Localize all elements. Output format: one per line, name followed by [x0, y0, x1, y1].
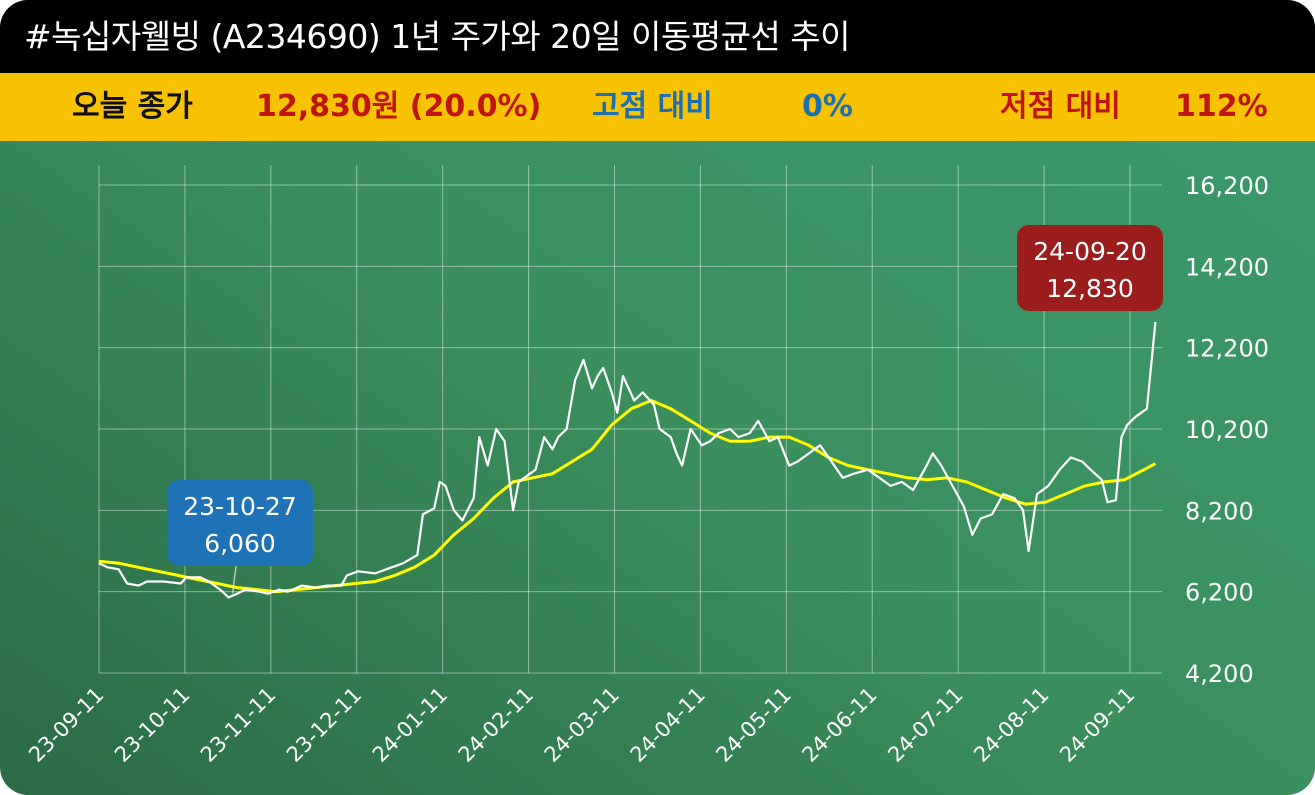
price-line [98, 321, 1157, 599]
x-tick-label: 24-07-11 [883, 683, 967, 767]
x-axis-ticks: 23-09-11 23-10-11 23-11-11 23-12-11 24-01-11… [24, 683, 1139, 767]
high-callout-value: 12,830 [1046, 274, 1133, 303]
x-tick-label: 24-06-11 [797, 683, 881, 767]
x-tick-label: 23-12-11 [282, 683, 366, 767]
high-callout-box [1017, 225, 1163, 311]
high-label: 고점 대비 [592, 89, 713, 124]
callouts: 23-10-27 6,060 24-09-20 12,830 [167, 225, 1163, 594]
grid [98, 165, 1162, 674]
x-tick-label: 24-03-11 [540, 683, 624, 767]
high-callout-date: 24-09-20 [1033, 237, 1146, 266]
low-callout-value: 6,060 [204, 529, 276, 558]
price-chart: 16,20014,20012,20010,2008,2006,2004,200 … [24, 165, 1269, 767]
high-value: 0% [802, 89, 853, 124]
low-label: 저점 대비 [1000, 89, 1121, 124]
low-callout-date: 23-10-27 [183, 492, 296, 521]
close-label: 오늘 종가 [72, 89, 193, 124]
y-tick-label: 4,200 [1185, 660, 1254, 688]
y-tick-label: 6,200 [1185, 579, 1254, 607]
chart-title: #녹십자웰빙 (A234690) 1년 주가와 20일 이동평균선 추이 [0, 0, 1315, 73]
y-axis-ticks: 16,200 14,200 12,200 10,200 8,200 6,200 4,200 [1185, 172, 1269, 688]
x-tick-label: 24-08-11 [969, 683, 1053, 767]
low-callout-box [167, 480, 313, 566]
x-tick-label: 23-09-11 [24, 683, 108, 767]
close-value: 12,830원 (20.0%) [256, 89, 542, 124]
callout-leader [231, 565, 237, 594]
y-tick-label: 14,200 [1185, 253, 1269, 281]
x-tick-label: 24-05-11 [711, 683, 795, 767]
x-tick-label: 24-04-11 [626, 683, 710, 767]
y-tick-label: 16,200 [1185, 172, 1269, 200]
y-tick-label: 10,200 [1185, 416, 1269, 444]
x-tick-label: 24-01-11 [368, 683, 452, 767]
x-tick-label: 24-02-11 [454, 683, 538, 767]
x-tick-label: 23-10-11 [110, 683, 194, 767]
low-value: 112% [1175, 89, 1268, 124]
y-tick-label: 8,200 [1185, 497, 1254, 525]
y-tick-label: 12,200 [1185, 335, 1269, 363]
x-tick-label: 24-09-11 [1055, 683, 1139, 767]
x-tick-label: 23-11-11 [196, 683, 280, 767]
stats-bar: 오늘 종가 12,830원 (20.0%) 고점 대비 0% 저점 대비 112… [0, 73, 1315, 141]
